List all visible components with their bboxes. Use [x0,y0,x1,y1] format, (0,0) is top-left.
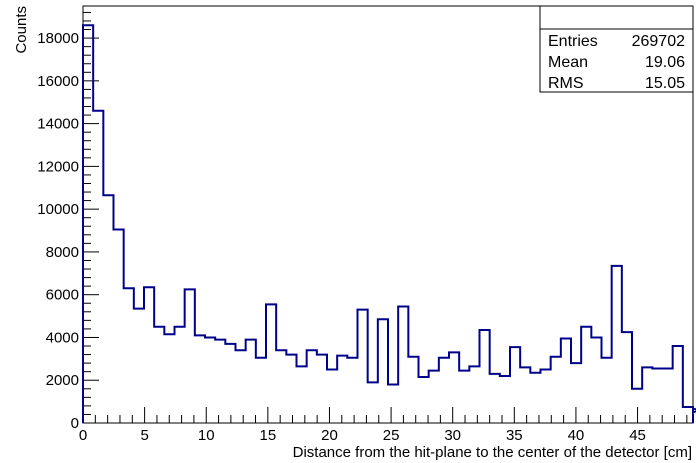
x-tick-label: 10 [198,427,215,444]
y-tick-label: 12000 [37,158,79,175]
stats-box: Entries 269702 Mean 19.06 RMS 15.05 [539,5,694,93]
y-axis: 0 2000 4000 6000 8000 10000 12000 14000 16000 180… [37,11,99,432]
x-axis: 0 5 10 15 20 25 30 35 40 45 [79,407,688,444]
x-tick-label: 0 [79,427,87,444]
stats-label: Mean [548,54,588,71]
stats-value: 15.05 [645,75,685,92]
y-tick-label: 6000 [46,287,79,304]
stats-box-frame [539,5,694,93]
y-tick-label: 0 [71,415,79,432]
y-tick-label: 8000 [46,244,79,261]
y-tick-label: 16000 [37,73,79,90]
x-tick-label: 40 [568,427,585,444]
x-tick-label: 30 [444,427,461,444]
y-axis-title: Counts [13,6,30,54]
x-tick-label: 25 [383,427,400,444]
stats-label: RMS [548,75,584,92]
y-tick-label: 18000 [37,30,79,47]
y-tick-label: 2000 [46,372,79,389]
x-tick-label: 5 [140,427,148,444]
x-tick-label: 35 [506,427,523,444]
stats-value: 269702 [632,33,685,50]
histogram-line [82,24,696,423]
y-tick-label: 10000 [37,201,79,218]
y-tick-label: 4000 [46,329,79,346]
x-tick-label: 45 [629,427,646,444]
y-tick-label: 14000 [37,116,79,133]
x-tick-label: 15 [260,427,277,444]
x-axis-title: Distance from the hit-plane to the cente… [293,444,692,461]
x-tick-label: 20 [321,427,338,444]
stats-label: Entries [548,33,598,50]
stats-value: 19.06 [645,54,685,71]
